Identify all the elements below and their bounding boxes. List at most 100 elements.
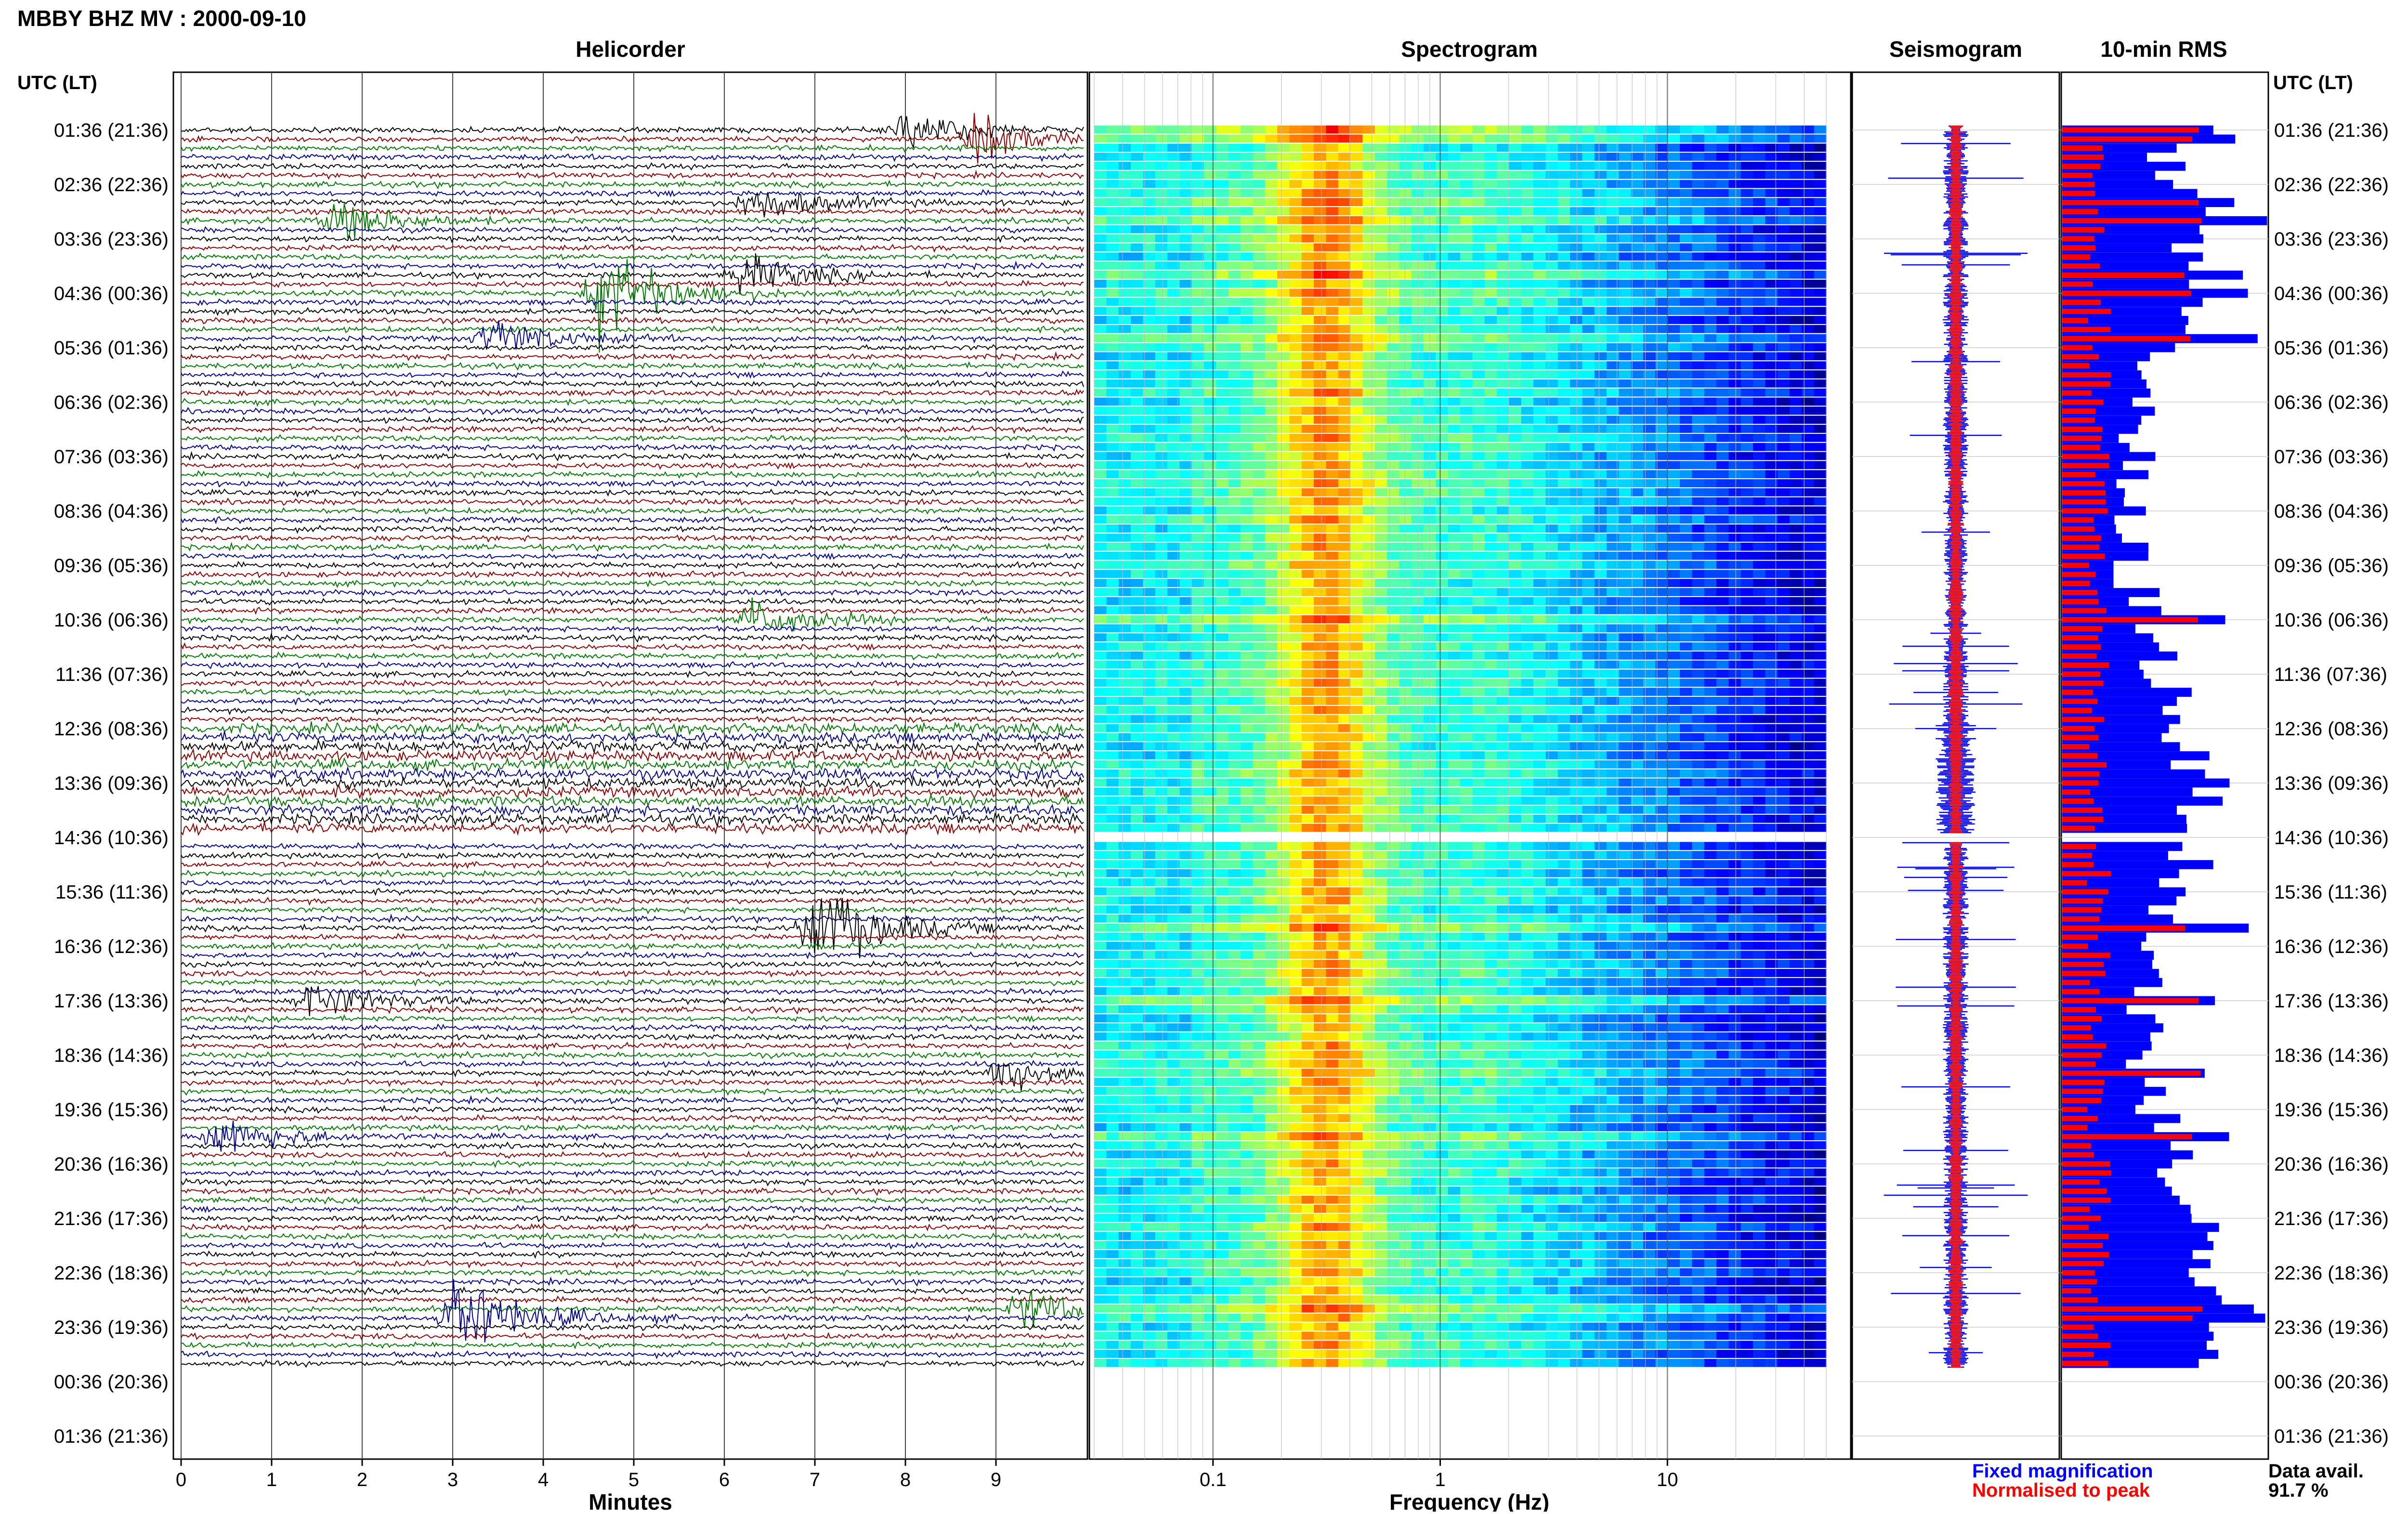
spectrogram-cell bbox=[1094, 561, 1107, 569]
spectrogram-cell bbox=[1204, 824, 1217, 832]
spectrogram-cell bbox=[1545, 406, 1558, 415]
spectrogram-cell bbox=[1778, 352, 1790, 360]
spectrogram-cell bbox=[1106, 235, 1119, 243]
spectrogram-cell bbox=[1668, 824, 1680, 832]
spectrogram-cell bbox=[1545, 851, 1558, 859]
spectrogram-cell bbox=[1521, 688, 1534, 696]
spectrogram-cell bbox=[1277, 144, 1290, 152]
spectrogram-cell bbox=[1241, 742, 1253, 750]
spectrogram-cell bbox=[1814, 162, 1827, 170]
spectrogram-cell bbox=[1814, 271, 1827, 279]
spectrogram-cell bbox=[1728, 497, 1741, 506]
spectrogram-cell bbox=[1412, 679, 1424, 687]
spectrogram-cell bbox=[1790, 661, 1802, 669]
spectrogram-cell bbox=[1302, 425, 1314, 433]
spectrogram-cell bbox=[1790, 806, 1802, 814]
spectrogram-cell bbox=[1326, 144, 1338, 152]
spectrogram-cell bbox=[1680, 271, 1692, 279]
spectrogram-cell bbox=[1509, 361, 1521, 369]
spectrogram-cell bbox=[1704, 652, 1717, 660]
spectrogram-cell bbox=[1790, 606, 1802, 614]
spectrogram-cell bbox=[1497, 534, 1509, 542]
spectrogram-cell bbox=[1509, 216, 1521, 224]
spectrogram-cell bbox=[1106, 706, 1119, 714]
spectrogram-cell bbox=[1668, 779, 1680, 787]
spectrogram-cell bbox=[1692, 235, 1704, 243]
spectrogram-cell bbox=[1497, 751, 1509, 759]
spectrogram-cell bbox=[1582, 370, 1595, 378]
spectrogram-cell bbox=[1582, 588, 1595, 596]
spectrogram-cell bbox=[1753, 379, 1766, 388]
spectrogram-cell bbox=[1179, 134, 1192, 143]
spectrogram-cell bbox=[1595, 661, 1607, 669]
spectrogram-cell bbox=[1314, 751, 1326, 759]
spectrogram-cell bbox=[1448, 452, 1461, 460]
spectrogram-cell bbox=[1216, 787, 1229, 796]
spectrogram-cell bbox=[1570, 688, 1583, 696]
spectrogram-cell bbox=[1533, 570, 1546, 578]
spectrogram-cell bbox=[1241, 434, 1253, 442]
spectrogram-cell bbox=[1595, 815, 1607, 823]
spectrogram-cell bbox=[1472, 851, 1485, 859]
spectrogram-cell bbox=[1204, 706, 1217, 714]
spectrogram-cell bbox=[1326, 153, 1338, 161]
spectrogram-cell bbox=[1106, 824, 1119, 832]
spectrogram-cell bbox=[1680, 733, 1692, 741]
spectrogram-cell bbox=[1595, 271, 1607, 279]
spectrogram-cell bbox=[1412, 144, 1424, 152]
spectrogram-cell bbox=[1314, 225, 1326, 234]
spectrogram-cell bbox=[1326, 461, 1338, 469]
spectrogram-cell bbox=[1521, 507, 1534, 515]
spectrogram-cell bbox=[1106, 343, 1119, 352]
spectrogram-cell bbox=[1131, 261, 1143, 270]
spectrogram-cell bbox=[1704, 688, 1717, 696]
spectrogram-cell bbox=[1680, 742, 1692, 750]
spectrogram-cell bbox=[1314, 307, 1326, 315]
spectrogram-cell bbox=[1253, 416, 1265, 424]
spectrogram-cell bbox=[1595, 597, 1607, 605]
spectrogram-cell bbox=[1412, 307, 1424, 315]
spectrogram-cell bbox=[1509, 126, 1521, 134]
spectrogram-cell bbox=[1229, 724, 1241, 732]
time-label-right: 22:36 (18:36) bbox=[2274, 1263, 2389, 1284]
spectrogram-cell bbox=[1241, 289, 1253, 297]
spectrogram-cell bbox=[1241, 851, 1253, 859]
spectrogram-cell bbox=[1668, 588, 1680, 596]
spectrogram-cell bbox=[1155, 751, 1168, 759]
spectrogram-cell bbox=[1753, 552, 1766, 560]
spectrogram-cell bbox=[1509, 153, 1521, 161]
spectrogram-cell bbox=[1497, 570, 1509, 578]
spectrogram-cell bbox=[1399, 507, 1412, 515]
spectrogram-cell bbox=[1558, 534, 1570, 542]
spectrogram-cell bbox=[1680, 488, 1692, 496]
spectrogram-cell bbox=[1253, 134, 1265, 143]
spectrogram-cell bbox=[1668, 461, 1680, 469]
spectrogram-cell bbox=[1412, 579, 1424, 587]
spectrogram-cell bbox=[1558, 606, 1570, 614]
spectrogram-cell bbox=[1338, 842, 1351, 850]
spectrogram-cell bbox=[1375, 606, 1387, 614]
spectrogram-cell bbox=[1497, 507, 1509, 515]
spectrogram-cell bbox=[1497, 733, 1509, 741]
spectrogram-cell bbox=[1741, 488, 1754, 496]
spectrogram-cell bbox=[1692, 434, 1704, 442]
spectrogram-cell bbox=[1570, 597, 1583, 605]
spectrogram-cell bbox=[1338, 171, 1351, 179]
spectrogram-cell bbox=[1545, 416, 1558, 424]
spectrogram-cell bbox=[1521, 751, 1534, 759]
spectrogram-cell bbox=[1521, 316, 1534, 324]
spectrogram-cell bbox=[1753, 126, 1766, 134]
spectrogram-cell bbox=[1229, 760, 1241, 769]
spectrogram-cell bbox=[1460, 307, 1473, 315]
spectrogram-cell bbox=[1545, 661, 1558, 669]
spectrogram-cell bbox=[1668, 379, 1680, 388]
spectrogram-cell bbox=[1631, 806, 1644, 814]
spectrogram-cell bbox=[1119, 235, 1131, 243]
spectrogram-cell bbox=[1485, 389, 1497, 397]
spectrogram-cell bbox=[1533, 706, 1546, 714]
spectrogram-cell bbox=[1692, 824, 1704, 832]
spectrogram-cell bbox=[1106, 507, 1119, 515]
spectrogram-cell bbox=[1521, 443, 1534, 451]
spectrogram-cell bbox=[1570, 198, 1583, 206]
spectrogram-cell bbox=[1692, 307, 1704, 315]
